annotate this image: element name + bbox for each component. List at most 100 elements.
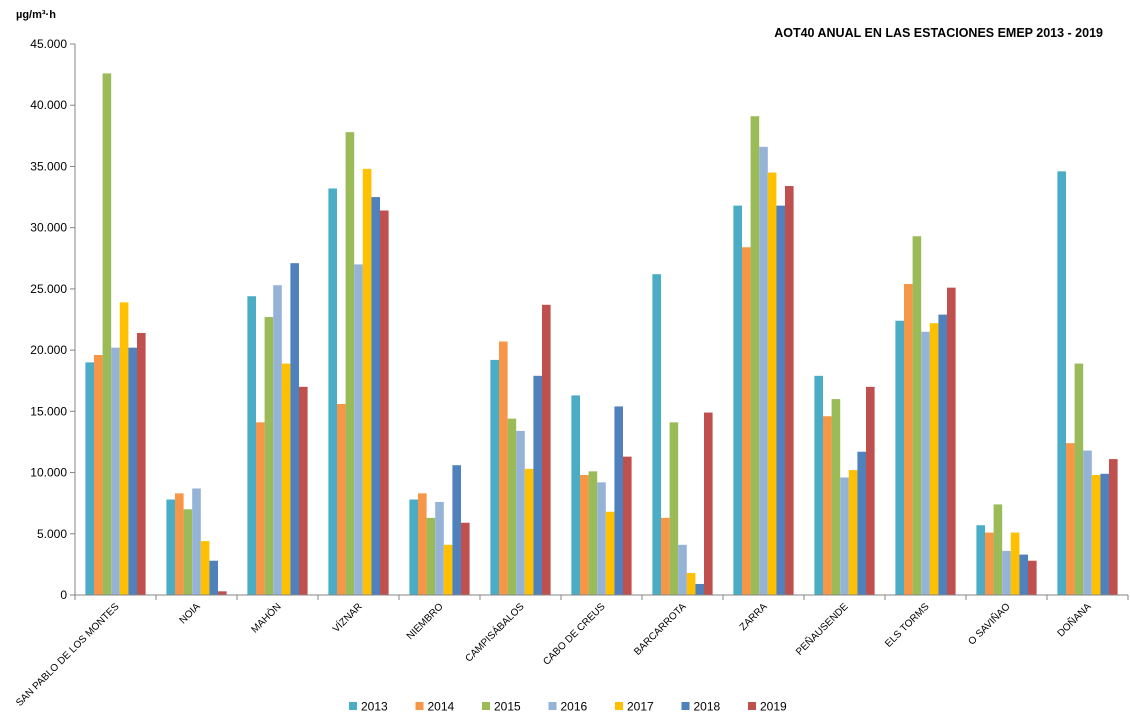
bar-2014-5 [418,493,427,595]
bar-2018-3 [290,263,299,595]
bar-2013-8 [652,274,661,595]
bar-2016-4 [354,264,363,595]
bar-2017-1 [119,302,129,595]
y-tick-label: 10.000 [30,466,67,480]
x-tick-label: O SAVIÑAO [965,600,1013,648]
bar-2019-1 [137,332,146,595]
bar-2015-2 [183,509,193,595]
legend-swatch-2019 [748,702,756,710]
bar-2018-12 [1019,554,1028,595]
bar-2018-9 [776,205,785,595]
bar-2015-12 [993,504,1003,595]
legend-label-2019: 2019 [760,700,787,714]
bar-2017-13 [1091,475,1101,595]
bar-2015-10 [831,399,841,595]
bar-2014-1 [94,355,103,595]
bar-2019-7 [623,456,632,595]
bar-2018-8 [695,583,704,595]
bar-2013-6 [490,359,499,595]
bar-2017-5 [443,544,453,595]
y-tick-label: 15.000 [30,404,67,418]
bar-2015-1 [102,73,112,595]
bar-2019-12 [1028,560,1037,595]
x-tick-label: ELS TORMS [883,601,932,650]
bar-2014-8 [661,517,670,595]
bar-2016-3 [273,285,282,595]
bar-2018-4 [371,197,380,595]
y-tick-label: 35.000 [30,159,67,173]
bar-2018-13 [1100,473,1109,595]
bar-2015-6 [507,418,517,595]
bar-2017-9 [767,172,777,595]
bar-2015-5 [426,517,436,595]
bar-2018-7 [614,406,623,595]
bar-2019-9 [785,186,794,596]
y-tick-label: 25.000 [30,282,67,296]
x-tick-label: SAN PABLO DE LOS MONTES [14,601,122,709]
x-tick-label: MAHÓN [248,600,284,636]
bar-2016-2 [192,488,201,595]
legend-swatch-2013 [349,702,357,710]
bar-2017-12 [1010,532,1020,595]
legend-label-2017: 2017 [627,700,654,714]
bar-2019-4 [380,210,389,595]
bar-2019-10 [866,386,875,595]
bar-2019-8 [704,412,713,595]
y-tick-label: 40.000 [30,98,67,112]
x-tick-label: NOIA [178,601,203,626]
bar-2015-9 [750,116,760,596]
bar-2016-10 [840,477,849,595]
bar-2018-1 [128,347,137,595]
x-tick-label: BARCARROTA [632,601,689,658]
bar-2013-1 [85,362,94,595]
y-axis-unit-label: µg/m³·h [16,9,56,21]
bar-2014-9 [742,247,751,595]
bar-2013-9 [733,205,742,595]
bar-2014-7 [580,475,589,595]
x-tick-label: CABO DE CREUS [541,601,608,668]
legend-label-2013: 2013 [361,700,388,714]
bar-2015-8 [669,422,679,595]
y-tick-label: 30.000 [30,221,67,235]
bar-2014-4 [337,403,346,595]
legend-swatch-2016 [548,702,557,710]
bar-2013-10 [814,375,823,595]
bar-2015-13 [1074,363,1084,595]
bar-2019-6 [542,304,551,595]
axes-group: 0 5.000 10.000 15.000 20.000 25.000 30.000 35.0… [14,37,1129,709]
legend-label-2014: 2014 [428,700,455,714]
bar-2015-11 [912,236,922,596]
bar-2017-3 [281,363,291,595]
bar-2013-4 [328,188,337,596]
bar-2014-11 [904,283,913,595]
bar-2018-5 [452,465,461,595]
legend-swatch-2015 [482,702,490,710]
bar-2016-1 [111,347,120,595]
bar-2015-3 [264,317,274,595]
bar-2016-6 [516,430,525,595]
bar-2019-11 [947,287,956,595]
bar-2016-8 [678,544,687,595]
chart-title: AOT40 ANUAL EN LAS ESTACIONES EMEP 2013 … [774,26,1103,40]
bar-2017-2 [200,541,210,595]
x-tick-label: DOÑANA [1054,600,1094,640]
bars-group [85,73,1118,596]
bar-2014-2 [175,493,184,595]
x-tick-label: PEÑAUSENDE [793,600,851,658]
bar-2014-13 [1066,443,1075,595]
bar-2016-11 [921,331,930,595]
x-tick-label: ZARRA [738,601,770,633]
y-tick-label: 20.000 [30,343,67,357]
bar-2014-10 [823,416,832,595]
legend: 2013 2014 2015 2016 2017 2018 2019 [349,700,787,714]
bar-2013-11 [895,320,904,595]
x-tick-label: NIEMBRO [405,601,446,642]
bar-2019-5 [461,522,470,595]
bar-2015-4 [345,132,355,595]
legend-label-2016: 2016 [561,700,588,714]
bar-2016-13 [1083,450,1092,595]
bar-2018-6 [533,375,542,595]
bar-2013-7 [571,395,580,595]
bar-2018-2 [209,560,218,595]
